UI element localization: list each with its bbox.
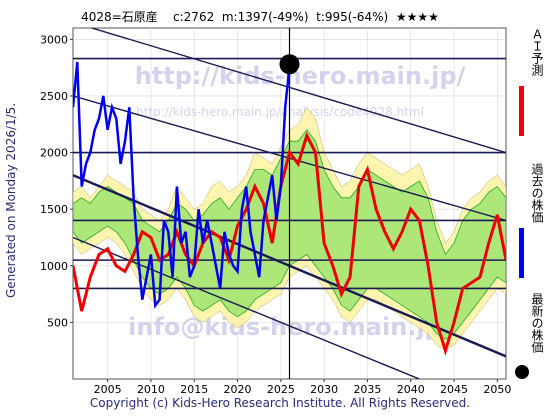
y-tick-label-5: 3000 xyxy=(40,33,68,46)
x-tick-label-7: 2040 xyxy=(397,383,425,396)
legend-latest: 最新の株価 xyxy=(515,293,555,383)
chart-header: 4028=石原産 c:2762 m:1397(-49%) t:995(-64%)… xyxy=(0,8,520,25)
x-tick-label-6: 2035 xyxy=(353,383,381,396)
x-tick-label-4: 2025 xyxy=(267,383,295,396)
latest-price-marker xyxy=(279,54,300,75)
watermark: http://kids-hero.main.jp/ http://kids-he… xyxy=(128,62,465,341)
legend-latest-label: 最新の株価 xyxy=(530,293,544,353)
x-axis: 2005 2010 2015 2020 2025 2030 2035 2040 2045 2050 xyxy=(94,379,511,396)
max-forecast: m:1397(-49%) xyxy=(221,10,309,24)
y-tick-label-1: 1000 xyxy=(40,260,68,273)
x-tick-label-5: 2030 xyxy=(310,383,338,396)
y-tick-label-0: 500 xyxy=(47,316,68,329)
x-tick-label-8: 2045 xyxy=(440,383,468,396)
copyright: Copyright (c) Kids-Hero Research Institu… xyxy=(89,396,471,410)
y-tick-label-2: 1500 xyxy=(40,203,68,216)
legend: ＡＩ予測 過去の株価 最新の株価 xyxy=(515,28,555,388)
legend-latest-swatch xyxy=(515,365,529,379)
x-tick-label-0: 2005 xyxy=(94,383,122,396)
watermark-analysis-url: http://kids-hero.main.jp/analysis/code40… xyxy=(136,105,424,119)
series-ai-forecast xyxy=(73,131,506,356)
legend-past: 過去の株価 xyxy=(515,163,555,283)
x-tick-label-3: 2020 xyxy=(224,383,252,396)
legend-ai: ＡＩ予測 xyxy=(515,28,555,148)
watermark-url: http://kids-hero.main.jp/ xyxy=(135,62,466,90)
legend-past-swatch xyxy=(519,228,524,278)
y-tick-label-4: 2500 xyxy=(40,90,68,103)
watermark-email: info@kids-hero.main.jp xyxy=(128,313,442,341)
legend-ai-swatch xyxy=(519,86,524,136)
y-axis: 500 1000 1500 2000 2500 3000 xyxy=(40,33,73,329)
rating-stars: ★★★★ xyxy=(395,10,439,24)
x-tick-label-2: 2015 xyxy=(180,383,208,396)
legend-past-label: 過去の株価 xyxy=(530,163,544,223)
x-tick-label-1: 2010 xyxy=(137,383,165,396)
x-tick-label-9: 2050 xyxy=(483,383,511,396)
current-price: c:2762 xyxy=(173,10,215,24)
min-forecast: t:995(-64%) xyxy=(316,10,389,24)
legend-ai-label: ＡＩ予測 xyxy=(530,28,544,76)
series-past-price xyxy=(73,61,291,309)
y-tick-label-3: 2000 xyxy=(40,147,68,160)
stock-code-name: 4028=石原産 xyxy=(81,10,158,24)
